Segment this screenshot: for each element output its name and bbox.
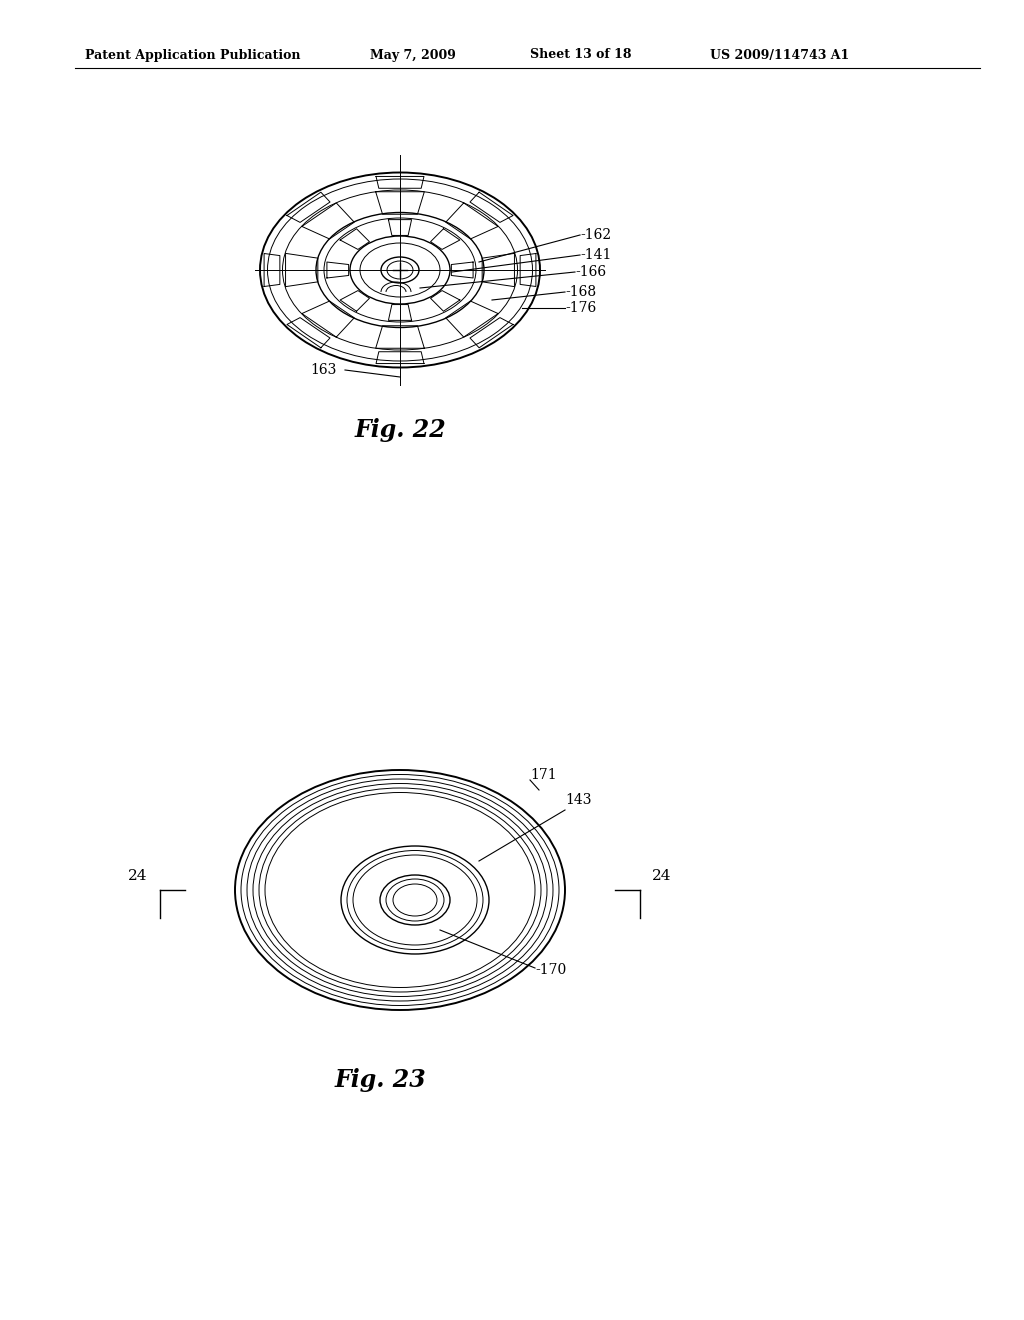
Text: 171: 171 (530, 768, 557, 781)
Text: -162: -162 (580, 228, 611, 242)
Text: -141: -141 (580, 248, 611, 261)
Text: -170: -170 (535, 964, 566, 977)
Text: -166: -166 (575, 265, 606, 279)
Text: Sheet 13 of 18: Sheet 13 of 18 (530, 49, 632, 62)
Text: -168: -168 (565, 285, 596, 300)
Text: Fig. 23: Fig. 23 (334, 1068, 426, 1092)
Text: May 7, 2009: May 7, 2009 (370, 49, 456, 62)
Text: Fig. 22: Fig. 22 (354, 418, 445, 442)
Text: 24: 24 (128, 869, 147, 883)
Text: 163: 163 (310, 363, 336, 378)
Text: 143: 143 (565, 793, 592, 807)
Text: 24: 24 (652, 869, 672, 883)
Text: -176: -176 (565, 301, 596, 315)
Text: US 2009/114743 A1: US 2009/114743 A1 (710, 49, 849, 62)
Text: Patent Application Publication: Patent Application Publication (85, 49, 300, 62)
